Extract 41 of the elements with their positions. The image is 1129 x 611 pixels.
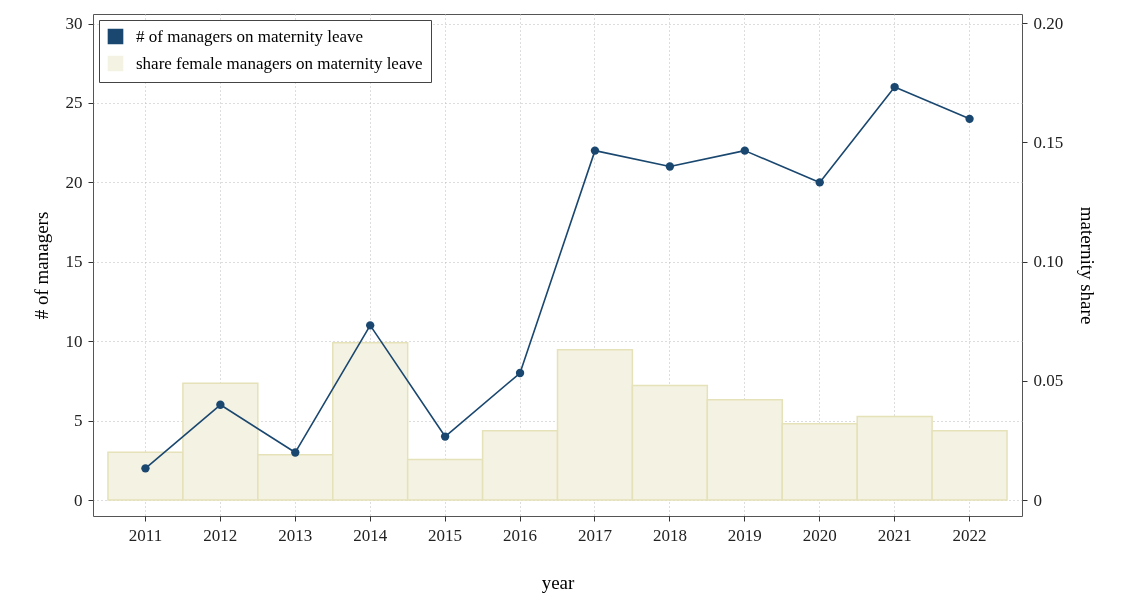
y2-tick-label: 0.05 xyxy=(1033,371,1064,391)
point xyxy=(440,432,450,441)
x-tick-label: 2018 xyxy=(652,525,687,545)
y-tick-label: 5 xyxy=(74,411,83,431)
y2-tick-label: 0.10 xyxy=(1033,252,1064,272)
x-tick-label: 2020 xyxy=(802,525,837,545)
point xyxy=(366,321,375,330)
point xyxy=(890,82,899,92)
y-tick-label: 0 xyxy=(74,490,83,510)
point xyxy=(590,146,600,155)
x-tick-label: 2016 xyxy=(503,525,538,545)
x-tick-label: 2019 xyxy=(727,525,762,545)
x-tick-label: 2014 xyxy=(353,525,388,545)
y2-tick-label: 0.15 xyxy=(1033,132,1064,152)
y2-axis-title: maternity share xyxy=(1077,206,1099,325)
x-tick-label: 2022 xyxy=(952,525,987,545)
y-tick-label: 15 xyxy=(65,252,83,272)
x-tick-label: 2021 xyxy=(877,525,912,545)
x-tick-label: 2015 xyxy=(428,525,463,545)
y-tick-label: 30 xyxy=(65,14,83,34)
y2-tick-label: 0 xyxy=(1033,490,1042,510)
x-axis-title: year xyxy=(541,571,576,593)
y-tick-label: 10 xyxy=(65,331,83,351)
point xyxy=(216,400,225,409)
point xyxy=(291,448,300,457)
legend-label: share female managers on maternity leave xyxy=(136,53,423,73)
y-tick-label: 20 xyxy=(65,172,83,192)
y-tick-label: 25 xyxy=(65,93,83,113)
x-tick-label: 2011 xyxy=(128,525,163,545)
x-tick-label: 2017 xyxy=(577,525,613,545)
point xyxy=(740,146,749,155)
point xyxy=(965,114,974,124)
point xyxy=(141,464,150,473)
legend-label: # of managers on maternity leave xyxy=(136,26,364,46)
x-tick-label: 2013 xyxy=(278,525,313,545)
y-axis-title: # of managers xyxy=(30,211,52,320)
point xyxy=(665,162,675,171)
point xyxy=(815,178,824,187)
point xyxy=(515,368,525,378)
y2-tick-label: 0.20 xyxy=(1033,13,1064,33)
x-tick-label: 2012 xyxy=(203,525,238,545)
